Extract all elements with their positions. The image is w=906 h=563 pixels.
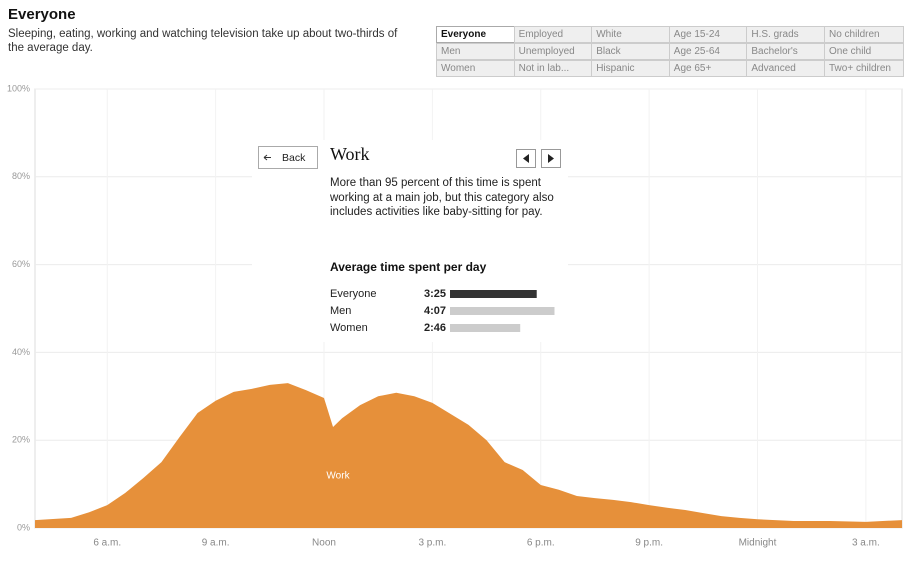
next-button[interactable] (541, 149, 561, 168)
x-tick-label: Noon (312, 538, 336, 549)
subtitle: Sleeping, eating, working and watching t… (8, 28, 398, 54)
x-tick-label: 9 a.m. (202, 538, 230, 549)
bar (450, 324, 521, 332)
bar-value-label: 2:46 (424, 322, 446, 334)
panel-title: Work (330, 144, 370, 164)
filter-button[interactable]: Black (591, 43, 672, 60)
bar-value-label: 3:25 (424, 288, 446, 300)
bar (450, 290, 537, 298)
filter-button[interactable]: Employed (513, 26, 594, 43)
bar-category-label: Everyone (330, 288, 376, 300)
panel-description: More than 95 percent of this time is spe… (330, 177, 554, 218)
filter-button[interactable]: Men (436, 43, 516, 60)
bar-category-label: Women (330, 322, 368, 334)
prev-button[interactable] (516, 149, 536, 168)
y-tick-label: 40% (12, 347, 30, 357)
x-tick-label: Midnight (739, 538, 777, 549)
back-button-box (258, 146, 318, 169)
filter-button[interactable]: Two+ children (824, 60, 904, 77)
bar-category-label: Men (330, 305, 351, 317)
y-tick-label: 80% (12, 171, 30, 181)
filter-button[interactable]: Age 15-24 (668, 26, 749, 43)
filter-button[interactable]: H.S. grads (746, 26, 827, 43)
next-button-icon (548, 154, 554, 163)
x-tick-label: 6 p.m. (527, 538, 555, 549)
bar-value-label: 4:07 (424, 305, 446, 317)
x-tick-label: 9 p.m. (635, 538, 663, 549)
filter-button[interactable]: Unemployed (513, 43, 594, 60)
bar (450, 307, 555, 315)
area-label: Work (326, 471, 350, 482)
bar-chart-title: Average time spent per day (330, 260, 487, 274)
filter-button[interactable]: Age 65+ (668, 60, 749, 77)
prev-button-icon (523, 154, 529, 163)
filter-button[interactable]: No children (824, 26, 904, 43)
x-tick-label: 3 p.m. (418, 538, 446, 549)
filter-button[interactable]: Advanced (746, 60, 827, 77)
filter-button[interactable]: Not in lab... (513, 60, 594, 77)
page-title: Everyone (8, 6, 76, 23)
y-tick-label: 20% (12, 435, 30, 445)
x-tick-label: 6 a.m. (93, 538, 121, 549)
y-tick-label: 100% (7, 83, 30, 93)
filter-button[interactable]: One child (824, 43, 904, 60)
filter-button[interactable]: Age 25-64 (668, 43, 749, 60)
filter-button[interactable]: Everyone (436, 26, 516, 43)
x-tick-label: 3 a.m. (852, 538, 880, 549)
filter-button[interactable]: Hispanic (591, 60, 672, 77)
back-button[interactable]: Back (258, 146, 318, 169)
area (35, 383, 902, 528)
filter-button[interactable]: White (591, 26, 672, 43)
filter-button[interactable]: Women (436, 60, 516, 77)
y-tick-label: 0% (17, 522, 30, 532)
filter-button[interactable]: Bachelor's (746, 43, 827, 60)
y-tick-label: 60% (12, 259, 30, 269)
back-label: Back (282, 152, 306, 164)
back-arrow-icon (263, 154, 271, 161)
